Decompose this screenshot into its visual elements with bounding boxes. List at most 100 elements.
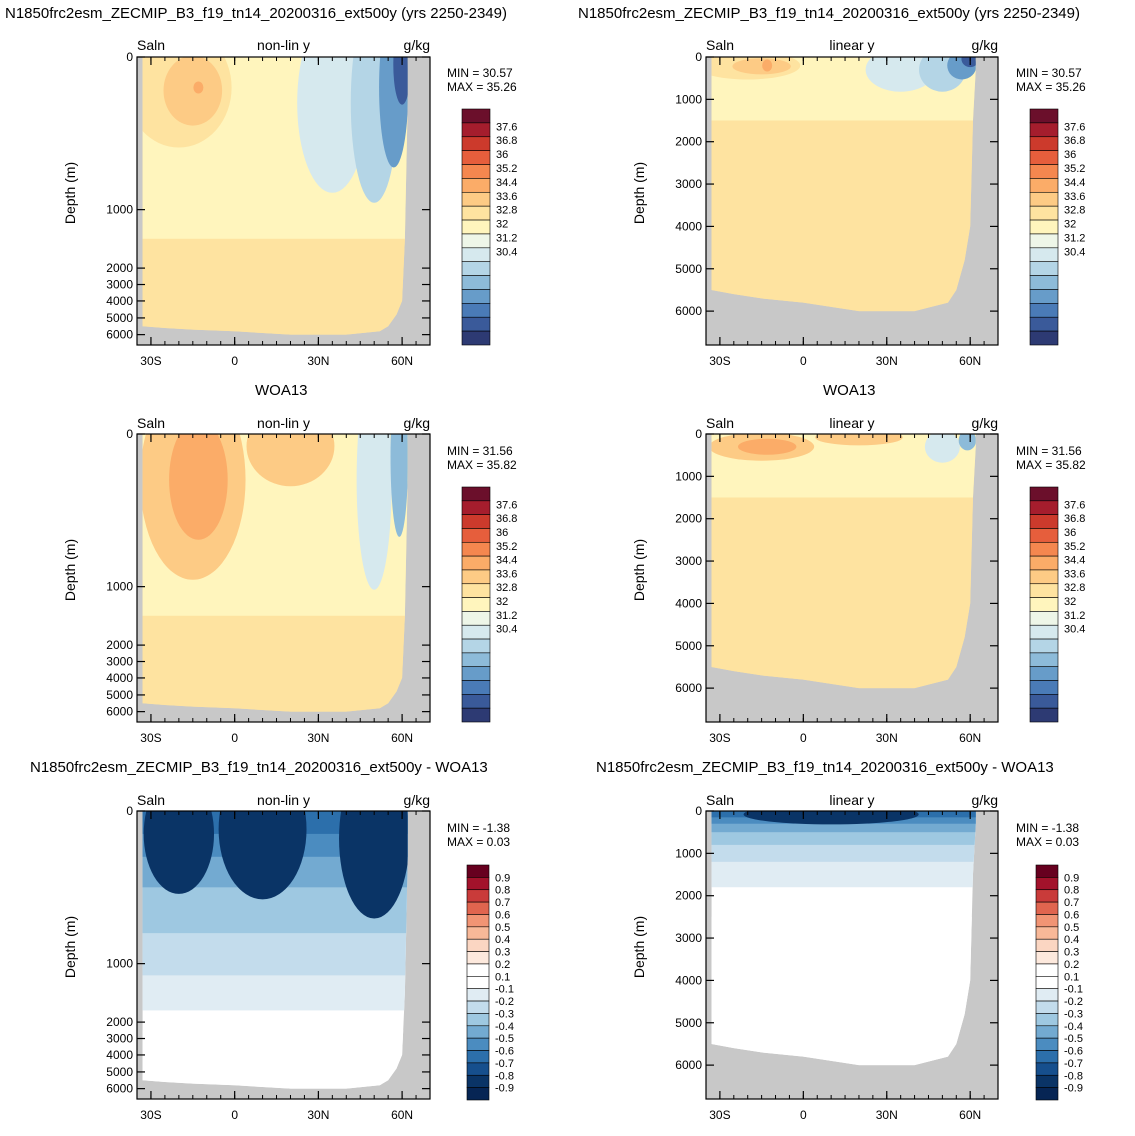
panel-0-plot: 0 1000 2000 3000 4000 5000 6000 30S 0 30N 60N Depth…	[5, 5, 517, 368]
x-tick-label: 0	[231, 354, 238, 368]
colorbar-swatch	[1029, 316, 1059, 332]
colorbar-swatch	[1029, 528, 1059, 543]
colorbar-swatch	[1029, 486, 1059, 502]
colorbar-label: 0.4	[1064, 934, 1079, 946]
contour-blob	[379, 57, 408, 168]
colorbar-swatch	[1035, 963, 1059, 977]
colorbar-swatch	[461, 583, 491, 598]
colorbar-swatch	[1029, 219, 1059, 235]
colorbar-label: 37.6	[496, 121, 517, 133]
colorbar-label: 32.8	[496, 205, 517, 217]
colorbar-label: 31.2	[1064, 610, 1085, 622]
contour-field	[137, 434, 430, 722]
colorbar-swatch	[461, 178, 491, 193]
colorbar-swatch	[1035, 1062, 1059, 1076]
ocean-field	[142, 434, 408, 712]
ocean-field	[711, 434, 976, 689]
y-tick-label: 2000	[106, 261, 133, 275]
colorbar-label: 0.7	[495, 897, 510, 909]
units-label: g/kg	[404, 415, 430, 431]
field-label: Saln	[137, 37, 165, 53]
plot-frame	[705, 56, 999, 346]
colorbar-swatch	[461, 652, 491, 668]
y-tick-label: 5000	[106, 688, 133, 702]
colorbar-label: 35.2	[496, 163, 517, 175]
colorbar-label: 34.4	[496, 555, 517, 567]
colorbar-swatch	[466, 1087, 490, 1101]
units-label: g/kg	[972, 37, 998, 53]
colorbar-label: 31.2	[1064, 232, 1085, 244]
colorbar-swatch	[466, 1000, 490, 1014]
colorbar-swatch	[1029, 136, 1059, 151]
contour-band	[142, 615, 408, 712]
colorbar-label: -0.9	[495, 1083, 514, 1095]
colorbar-swatch	[466, 1025, 490, 1039]
colorbar-label: 31.2	[496, 232, 517, 244]
mode-label: non-lin y	[257, 792, 310, 808]
colorbar-label: -0.9	[1064, 1083, 1083, 1095]
y-tick-label: 5000	[675, 1016, 702, 1030]
max-label: MAX = 35.26	[1016, 80, 1086, 94]
y-tick-label: 2000	[106, 638, 133, 652]
colorbar-swatch	[1029, 275, 1059, 290]
colorbar-label: 31.2	[496, 610, 517, 622]
contour-blob	[339, 811, 408, 919]
colorbar-swatch	[1035, 938, 1059, 952]
contour-blob	[762, 59, 773, 72]
panel-2-plot: 0 1000 2000 3000 4000 5000 6000 30S 0 30N 60N Depth…	[62, 382, 517, 745]
field-label: Saln	[137, 792, 165, 808]
colorbar-swatch	[1029, 191, 1059, 207]
panel-4-plot: 0 1000 2000 3000 4000 5000 6000 30S 0 30N 60N Depth…	[30, 759, 514, 1122]
colorbar-swatch	[466, 951, 490, 965]
y-tick-label: 6000	[106, 1082, 133, 1096]
y-tick-label: 6000	[106, 328, 133, 342]
y-tick-label: 6000	[675, 1058, 702, 1072]
x-tick-label: 0	[800, 354, 807, 368]
colorbar-label: -0.8	[495, 1070, 514, 1082]
colorbar-label: 30.4	[496, 624, 517, 636]
contour-band	[711, 497, 976, 689]
ocean-field	[711, 57, 976, 312]
contour-band	[711, 916, 976, 1066]
colorbar-label: 0.8	[495, 885, 510, 897]
colorbar-swatch	[1029, 666, 1059, 681]
contour-band	[142, 238, 408, 335]
colorbar: 0.90.80.70.60.50.40.30.20.1-0.1-0.2-0.3-…	[1035, 864, 1083, 1101]
colorbar-swatch	[461, 500, 491, 515]
colorbar-swatch	[461, 680, 491, 695]
colorbar-swatch	[1029, 611, 1059, 626]
colorbar-label: 36.8	[1064, 135, 1085, 147]
field-label: Saln	[706, 792, 734, 808]
colorbar-label: 32	[496, 596, 508, 608]
panel-title: N1850frc2esm_ZECMIP_B3_f19_tn14_20200316…	[596, 759, 1054, 776]
colorbar-swatch	[1029, 638, 1059, 654]
contour-blob	[865, 57, 936, 92]
field-label: Saln	[706, 37, 734, 53]
panel-3-plot: 0 1000 2000 3000 4000 5000 6000 30S 0 30N 60N Depth…	[631, 382, 1086, 745]
y-tick-label: 3000	[106, 1032, 133, 1046]
y-tick-label: 0	[126, 804, 133, 818]
colorbar-swatch	[1029, 597, 1059, 612]
colorbar-swatch	[461, 205, 491, 221]
y-axis-label: Depth (m)	[62, 162, 78, 224]
field-label: Saln	[137, 415, 165, 431]
y-tick-label: 4000	[675, 596, 702, 610]
contour-blob	[163, 57, 223, 126]
colorbar-swatch	[1035, 901, 1059, 915]
colorbar-label: -0.7	[1064, 1058, 1083, 1070]
colorbar-swatch	[1029, 555, 1059, 571]
colorbar-swatch	[466, 988, 490, 1002]
colorbar-label: -0.4	[495, 1021, 514, 1033]
y-axis-label: Depth (m)	[631, 162, 647, 224]
y-tick-label: 5000	[675, 262, 702, 276]
colorbar-swatch	[1035, 1013, 1059, 1027]
colorbar-label: 36	[1064, 149, 1076, 161]
colorbar-swatch	[1029, 303, 1059, 318]
colorbar-label: -0.3	[495, 1008, 514, 1020]
colorbar-label: 34.4	[1064, 177, 1085, 189]
ocean-field	[142, 811, 408, 1089]
y-tick-label: 5000	[106, 311, 133, 325]
y-tick-label: 6000	[675, 681, 702, 695]
